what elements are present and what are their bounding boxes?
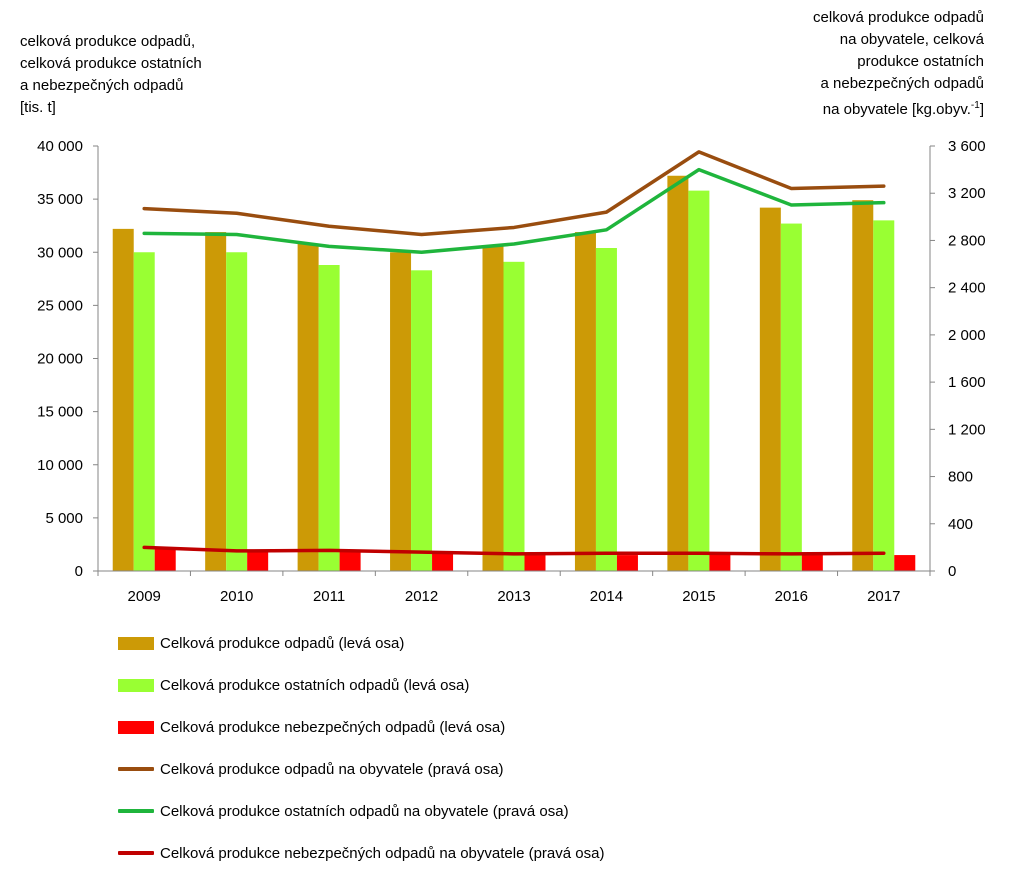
right-tick-label: 2 400 <box>948 280 986 297</box>
left-axis-title: celková produkce odpadů, celková produkc… <box>20 31 202 119</box>
right-tick-label: 400 <box>948 516 973 533</box>
legend-label: Celková produkce ostatních odpadů (levá … <box>160 676 470 694</box>
left-tick-label: 0 <box>75 563 83 580</box>
combo-chart: 0 5 000 10 000 15 000 20 000 25 000 30 000 35 0… <box>37 138 986 605</box>
x-tick-label: 2016 <box>775 588 808 605</box>
left-axis-title-line: celková produkce odpadů, <box>20 33 196 50</box>
right-axis-title-line: produkce ostatních <box>857 53 984 70</box>
x-tick-label: 2012 <box>405 588 438 605</box>
left-tick-label: 5 000 <box>45 510 83 527</box>
left-tick-label: 35 000 <box>37 191 83 208</box>
legend-label: Celková produkce odpadů (levá osa) <box>160 634 405 652</box>
right-tick-label: 0 <box>948 563 956 580</box>
right-axis-title: celková produkce odpadů na obyvatele, ce… <box>813 7 984 121</box>
left-tick-label: 30 000 <box>37 244 83 261</box>
bar <box>432 552 454 571</box>
legend-swatch <box>118 809 154 813</box>
bar <box>154 547 176 571</box>
right-axis-title-line: celková produkce odpadů <box>813 9 984 26</box>
right-tick-label: 2 800 <box>948 232 986 249</box>
bar <box>205 232 227 571</box>
left-tick-label: 15 000 <box>37 404 83 421</box>
x-tick-label: 2011 <box>313 588 345 605</box>
right-tick-label: 3 600 <box>948 138 986 155</box>
legend-swatch <box>118 851 154 855</box>
bar-series <box>154 547 916 571</box>
line-series <box>142 545 886 556</box>
bar <box>894 555 916 571</box>
legend-item: Celková produkce odpadů na obyvatele (pr… <box>118 748 604 790</box>
legend-item: Celková produkce ostatních odpadů (levá … <box>118 664 604 706</box>
right-axis-title-line: na obyvatele [kg.obyv.-1] <box>822 100 984 118</box>
line-series <box>142 167 886 254</box>
bar <box>482 245 504 571</box>
bar <box>852 200 874 571</box>
line-series <box>142 150 886 237</box>
left-tick-label: 25 000 <box>37 297 83 314</box>
bar <box>390 252 412 571</box>
bar <box>616 555 638 571</box>
left-tick-label: 10 000 <box>37 457 83 474</box>
legend-label: Celková produkce ostatních odpadů na oby… <box>160 802 569 820</box>
bar <box>574 232 596 571</box>
bar <box>688 190 710 571</box>
legend-swatch <box>118 636 154 650</box>
bar <box>709 554 731 571</box>
bar <box>318 265 340 571</box>
x-tick-label: 2009 <box>128 588 161 605</box>
legend-item: Celková produkce nebezpečných odpadů na … <box>118 832 604 874</box>
x-tick-label: 2015 <box>682 588 715 605</box>
bar <box>411 270 433 571</box>
legend-label: Celková produkce odpadů na obyvatele (pr… <box>160 760 504 778</box>
bar <box>247 551 269 571</box>
left-tick-label: 20 000 <box>37 351 83 368</box>
legend-item: Celková produkce nebezpečných odpadů (le… <box>118 706 604 748</box>
left-axis-title-line: celková produkce ostatních <box>20 55 202 72</box>
legend-label: Celková produkce nebezpečných odpadů (le… <box>160 718 506 736</box>
right-tick-label: 2 000 <box>948 327 986 344</box>
bar <box>759 207 781 571</box>
left-axis-title-line: a nebezpečných odpadů <box>20 77 184 94</box>
legend-item: Celková produkce odpadů (levá osa) <box>118 622 604 664</box>
right-tick-label: 3 200 <box>948 185 986 202</box>
bar-series <box>133 190 895 571</box>
right-axis-title-line: na obyvatele, celková <box>839 31 984 48</box>
bar <box>226 252 248 571</box>
bar <box>595 248 617 571</box>
legend-swatch <box>118 678 154 692</box>
x-tick-label: 2017 <box>867 588 900 605</box>
legend-label: Celková produkce nebezpečných odpadů na … <box>160 844 605 862</box>
legend-swatch <box>118 720 154 734</box>
bar <box>112 228 134 571</box>
right-tick-label: 800 <box>948 469 973 486</box>
bar <box>873 220 895 571</box>
x-tick-label: 2010 <box>220 588 253 605</box>
bar <box>667 175 689 571</box>
x-tick-label: 2014 <box>590 588 623 605</box>
left-axis-title-line: [tis. t] <box>20 99 56 116</box>
legend-swatch <box>118 767 154 771</box>
bar <box>780 223 802 571</box>
bar <box>133 252 155 571</box>
bar <box>503 261 525 571</box>
legend-item: Celková produkce ostatních odpadů na oby… <box>118 790 604 832</box>
bar <box>297 243 319 571</box>
legend: Celková produkce odpadů (levá osa) Celkov… <box>118 622 604 874</box>
bar-series <box>112 175 874 571</box>
left-tick-label: 40 000 <box>37 138 83 155</box>
bar <box>524 555 546 571</box>
right-tick-label: 1 600 <box>948 374 986 391</box>
bar <box>339 550 361 571</box>
right-tick-label: 1 200 <box>948 421 986 438</box>
right-axis-title-line: a nebezpečných odpadů <box>820 75 984 92</box>
bar <box>801 555 823 571</box>
x-tick-label: 2013 <box>497 588 530 605</box>
